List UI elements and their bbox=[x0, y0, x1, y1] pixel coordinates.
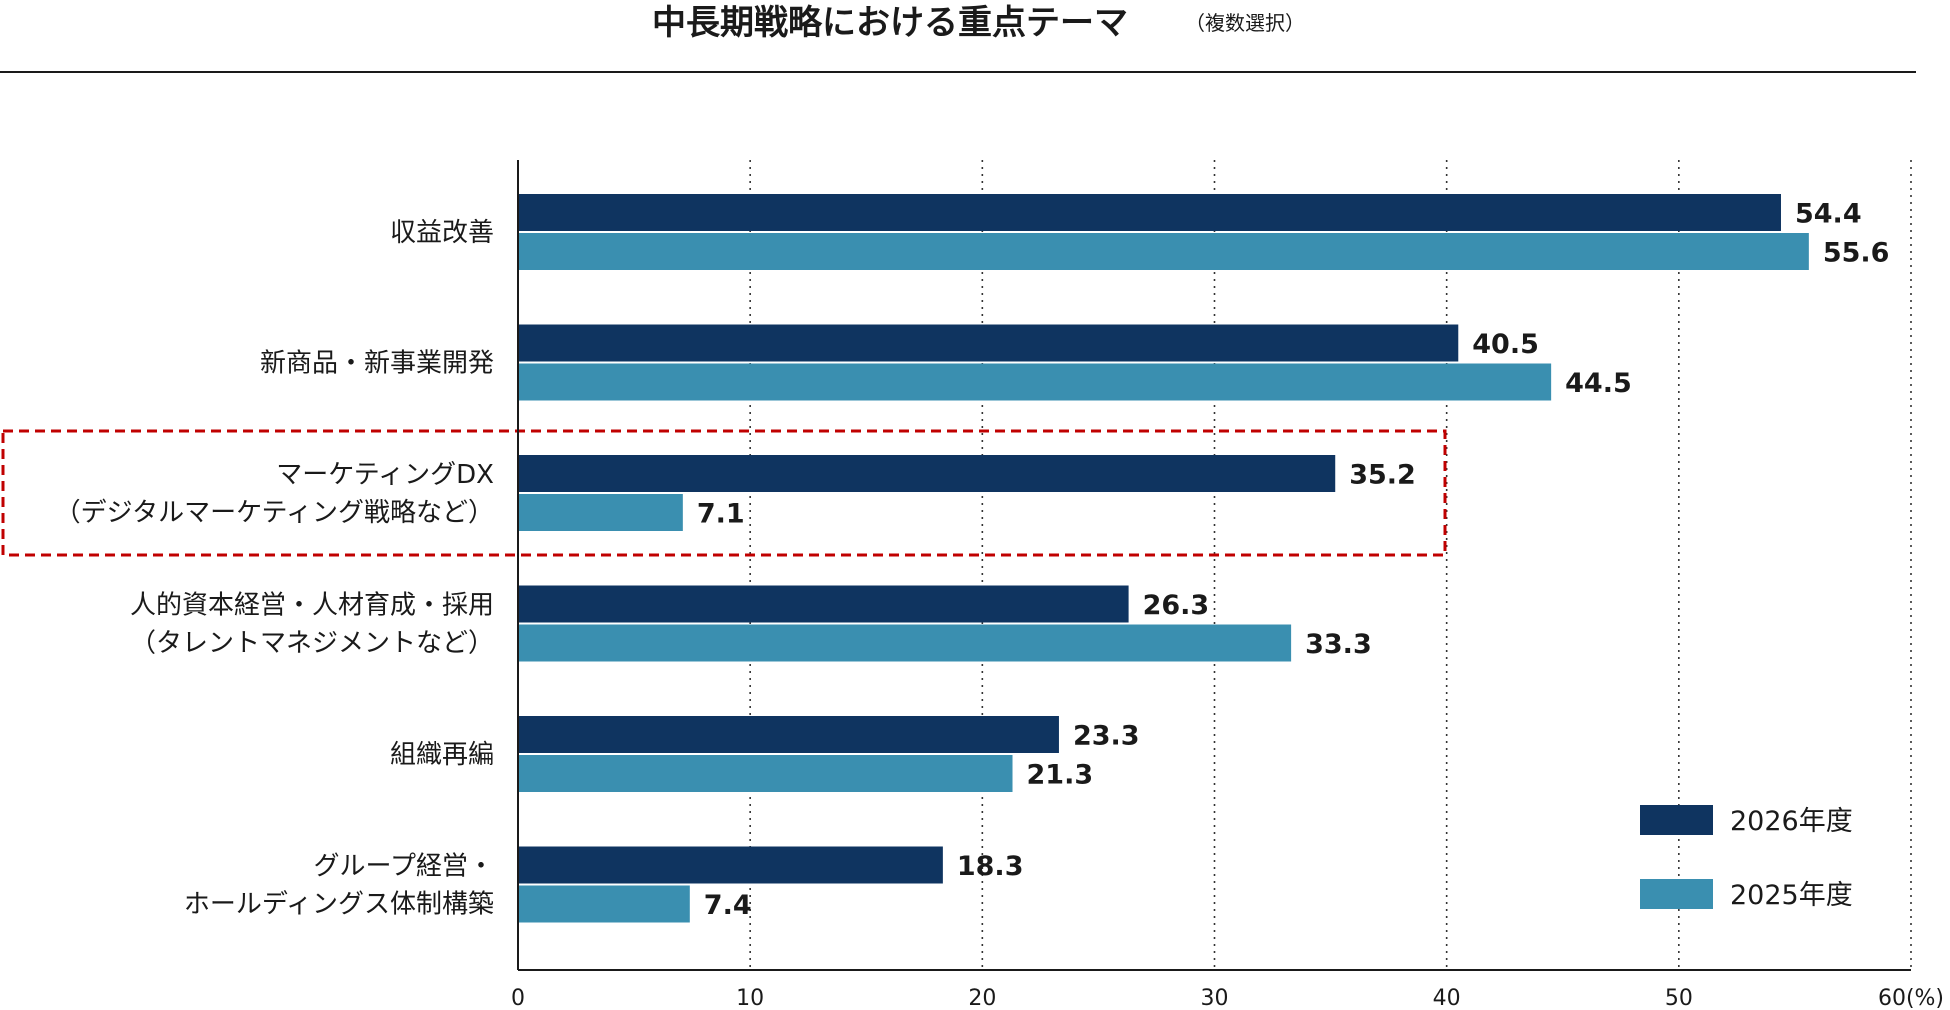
highlight-box bbox=[1, 429, 1447, 557]
data-label-series1-cat3: 33.3 bbox=[1305, 629, 1372, 660]
x-tick-label: 50 bbox=[1665, 986, 1693, 1010]
category-label: 人的資本経営・人材育成・採用 bbox=[130, 591, 494, 621]
category-label: グループ経営・ bbox=[314, 852, 494, 882]
data-label-series0-cat3: 26.3 bbox=[1143, 590, 1210, 621]
x-tick-label: 0 bbox=[511, 986, 525, 1010]
data-label-series0-cat5: 18.3 bbox=[957, 851, 1024, 882]
bar-series0-cat3 bbox=[519, 585, 1129, 623]
bar-series1-cat3 bbox=[519, 624, 1292, 662]
data-label-series1-cat5: 7.4 bbox=[704, 890, 752, 921]
chart-subtitle: （複数選択） bbox=[1185, 11, 1305, 35]
category-label: （デジタルマーケティング戦略など） bbox=[55, 498, 494, 528]
bar-series0-cat5 bbox=[519, 846, 943, 884]
bar-series1-cat4 bbox=[519, 755, 1013, 792]
x-tick-label: 10 bbox=[736, 986, 764, 1010]
bar-series0-cat2 bbox=[519, 455, 1336, 492]
legend: 2026年度 2025年度 bbox=[1640, 805, 1853, 911]
bar-series1-cat0 bbox=[519, 233, 1809, 270]
bar-series1-cat2 bbox=[519, 494, 683, 531]
data-label-series0-cat1: 40.5 bbox=[1472, 329, 1539, 360]
data-label-series0-cat4: 23.3 bbox=[1073, 721, 1140, 752]
bar-series0-cat0 bbox=[519, 194, 1781, 231]
legend-swatch-1 bbox=[1640, 879, 1713, 909]
legend-label-0: 2026年度 bbox=[1730, 806, 1853, 837]
x-tick-label: 40 bbox=[1433, 986, 1461, 1010]
category-label: 収益改善 bbox=[390, 218, 494, 248]
data-label-series1-cat2: 7.1 bbox=[697, 499, 745, 530]
category-label: （タレントマネジメントなど） bbox=[130, 629, 494, 659]
data-label-series1-cat4: 21.3 bbox=[1027, 760, 1094, 791]
legend-label-1: 2025年度 bbox=[1730, 880, 1853, 911]
x-tick-label: 30 bbox=[1201, 986, 1229, 1010]
grid bbox=[749, 160, 1912, 970]
bars: 54.4 55.6 40.5 44.5 35.2 7.1 26.3 33.3 23.3 21.3 1… bbox=[519, 194, 1889, 923]
category-label: ホールディングス体制構築 bbox=[184, 890, 494, 920]
chart-title: 中長期戦略における重点テーマ bbox=[652, 3, 1128, 43]
bar-series0-cat4 bbox=[519, 716, 1059, 753]
category-label: マーケティングDX bbox=[276, 460, 494, 490]
category-label: 組織再編 bbox=[390, 740, 494, 770]
data-label-series0-cat2: 35.2 bbox=[1349, 460, 1416, 491]
chart-header: 中長期戦略における重点テーマ （複数選択） bbox=[0, 3, 1916, 73]
bar-series1-cat5 bbox=[519, 885, 690, 923]
x-tick-label: 20 bbox=[968, 986, 996, 1010]
bar-series0-cat1 bbox=[519, 324, 1459, 362]
data-label-series1-cat0: 55.6 bbox=[1823, 238, 1890, 269]
bar-series1-cat1 bbox=[519, 363, 1552, 401]
legend-swatch-0 bbox=[1640, 805, 1713, 835]
data-label-series0-cat0: 54.4 bbox=[1795, 199, 1862, 230]
category-label: 新商品・新事業開発 bbox=[260, 349, 494, 379]
highlight bbox=[1, 429, 1447, 557]
data-label-series1-cat1: 44.5 bbox=[1565, 368, 1632, 399]
x-tick-label: 60(%) bbox=[1878, 986, 1944, 1010]
axis: 0 10 20 30 40 50 60(%) bbox=[511, 160, 1944, 1010]
